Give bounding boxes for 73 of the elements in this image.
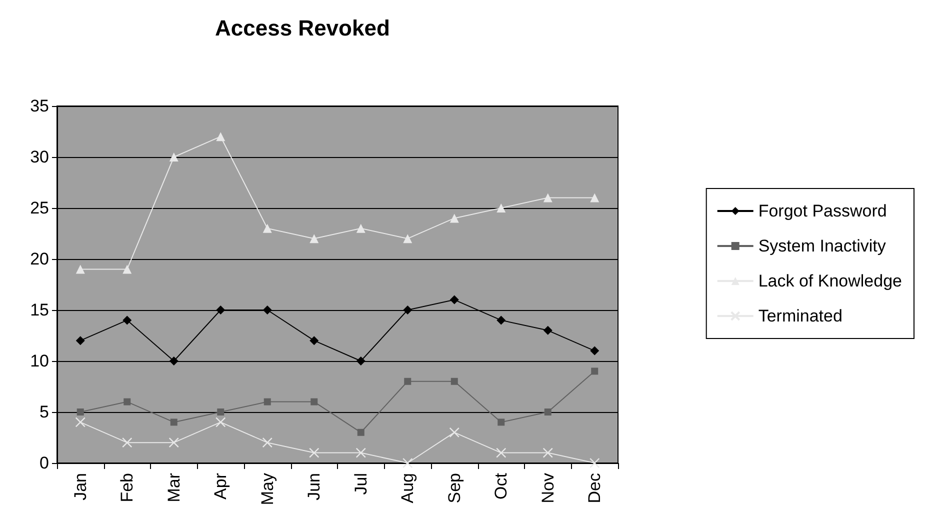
point (450, 214, 459, 223)
point (543, 193, 552, 202)
x-tick-label: Jan (70, 473, 90, 500)
point (449, 427, 460, 438)
point (590, 458, 600, 468)
point (356, 224, 366, 233)
y-tick-label: 0 (40, 454, 49, 472)
x-tick-label: Oct (492, 472, 511, 500)
legend-label: Terminated (758, 306, 842, 326)
point (403, 234, 412, 244)
point (217, 408, 224, 416)
legend-label: Lack of Knowledge (758, 272, 902, 290)
point (496, 316, 506, 325)
y-tick-label: 35 (30, 96, 49, 116)
point (169, 152, 178, 162)
point (357, 428, 364, 436)
point (496, 204, 506, 212)
x-tick-label: Nov (538, 472, 558, 504)
x-tick-label: Feb (118, 473, 137, 502)
point (404, 378, 412, 385)
point (262, 438, 272, 448)
point (496, 448, 506, 458)
point (262, 224, 272, 233)
point (544, 408, 552, 416)
x-tick-label: Mar (164, 472, 184, 502)
point (76, 408, 84, 416)
point (216, 306, 226, 314)
point (76, 264, 85, 274)
y-tick-label: 25 (30, 198, 49, 218)
point (356, 356, 366, 366)
point (543, 326, 552, 335)
point (590, 193, 600, 202)
point (122, 316, 132, 325)
x-tick-label: Jun (304, 473, 324, 500)
legend-label: Forgot Password (758, 202, 887, 220)
y-tick-label: 30 (30, 148, 49, 166)
point (264, 398, 271, 406)
point (591, 368, 598, 375)
point (124, 398, 131, 406)
point (76, 336, 85, 346)
point (216, 417, 226, 428)
point (310, 398, 318, 406)
point (356, 448, 366, 458)
y-tick-label: 5 (40, 402, 49, 422)
point (498, 418, 505, 426)
point (216, 132, 226, 142)
point (450, 378, 458, 385)
point (122, 438, 132, 448)
point (402, 458, 413, 468)
point (122, 264, 132, 274)
x-tick-label: Apr (211, 472, 230, 500)
point (403, 306, 412, 314)
point (168, 438, 179, 448)
point (170, 418, 178, 426)
y-tick-label: 10 (30, 352, 49, 370)
x-tick-label: Sep (444, 473, 464, 504)
x-tick-label: Jul (351, 473, 370, 495)
point (75, 417, 86, 428)
x-tick-label: Aug (398, 473, 418, 504)
y-tick-label: 15 (30, 300, 49, 320)
x-tick-label: Dec (585, 472, 604, 504)
x-tick-label: May (258, 472, 277, 506)
point (309, 448, 320, 458)
point (542, 448, 553, 458)
chart-title: Access Revoked (215, 16, 390, 40)
point (169, 356, 178, 366)
point (262, 306, 272, 314)
y-tick-label: 20 (30, 250, 49, 268)
legend-label: System Inactivity (758, 236, 886, 256)
point (450, 295, 459, 304)
point (310, 234, 319, 244)
point (590, 346, 600, 356)
point (310, 336, 319, 346)
